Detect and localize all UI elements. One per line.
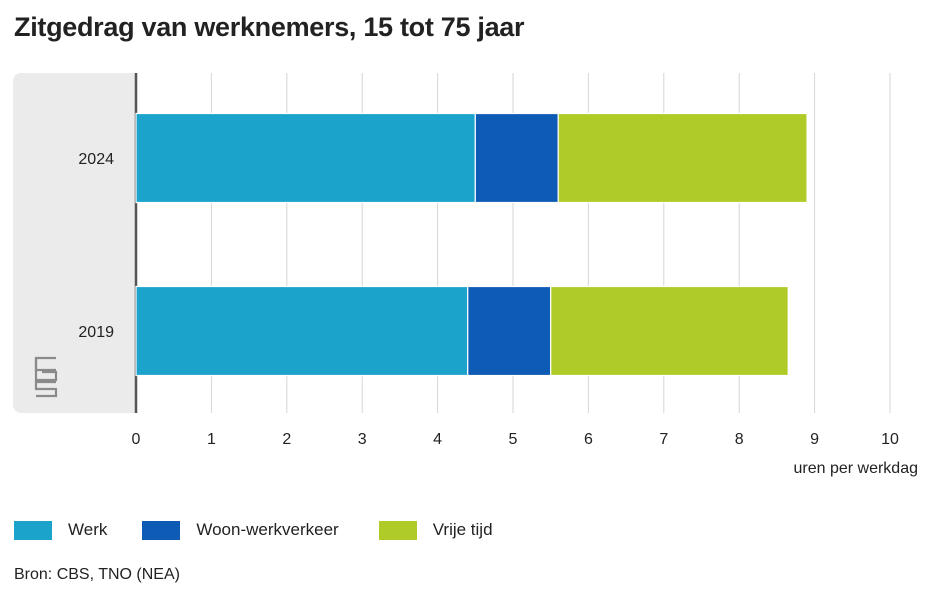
x-tick-label: 7 [659, 431, 668, 448]
bar-2019-werk [135, 285, 469, 377]
x-axis-title: uren per werkdag [793, 460, 918, 477]
legend-swatch [14, 520, 52, 540]
source-note: Bron: CBS, TNO (NEA) [14, 566, 180, 583]
legend-label: Vrije tijd [432, 520, 493, 539]
x-tick-label: 4 [433, 431, 442, 448]
x-tick-label: 5 [509, 431, 518, 448]
chart-canvas: 0 1 2 3 4 5 6 7 8 9 10 2024 2019 [13, 73, 899, 448]
bar-2024-werk [135, 112, 476, 204]
legend-label: Woon-werkverkeer [196, 520, 339, 539]
legend-item: Vrije tijd [378, 520, 493, 540]
x-tick-label: 1 [207, 431, 216, 448]
bar-2024-woon-werkverkeer [474, 112, 559, 204]
legend-item: Woon-werkverkeer [142, 520, 339, 540]
legend-swatch [142, 520, 181, 540]
bar-2024-vrije-tijd [557, 112, 808, 204]
x-tick-label: 0 [132, 431, 141, 448]
x-tick-label: 3 [358, 431, 367, 448]
legend-label: Werk [68, 520, 108, 539]
category-panel-edge [126, 73, 136, 413]
x-tick-label: 2 [282, 431, 291, 448]
bar-2019-vrije-tijd [550, 285, 789, 377]
cbs-logo-icon [34, 356, 58, 398]
chart-title: Zitgedrag van werknemers, 15 tot 75 jaar [14, 12, 525, 42]
x-tick-label: 6 [584, 431, 593, 448]
legend-swatch [378, 520, 417, 540]
y-category-label: 2024 [78, 151, 114, 168]
legend: Werk Woon-werkverkeer Vrije tijd [14, 520, 493, 540]
y-category-label: 2019 [78, 324, 114, 341]
x-tick-label: 10 [881, 431, 899, 448]
x-tick-label: 8 [735, 431, 744, 448]
x-tick-label: 9 [810, 431, 819, 448]
legend-item: Werk [14, 520, 107, 540]
category-panel [13, 73, 136, 413]
bar-2019-woon-werkverkeer [467, 285, 552, 377]
